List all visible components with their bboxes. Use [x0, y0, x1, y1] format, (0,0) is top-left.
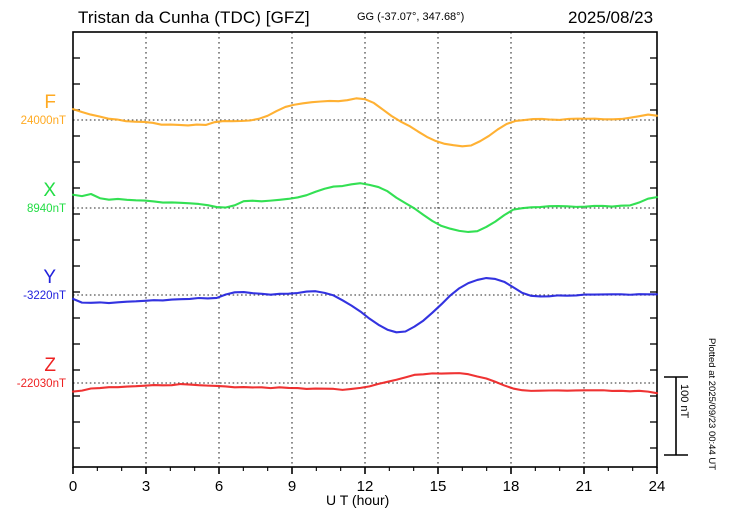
scale-bar-label: 100 nT [678, 384, 690, 419]
observation-date: 2025/08/23 [568, 8, 654, 27]
x-tick-label: 24 [649, 478, 666, 495]
component-baseline-z: -22030nT [17, 378, 66, 390]
page-title: Tristan da Cunha (TDC) [GFZ] [78, 8, 310, 27]
component-symbol-z: Z [44, 355, 56, 376]
component-symbol-y: Y [43, 267, 56, 288]
trace-z [71, 372, 659, 395]
plotted-timestamp: Plotted at 2025/09/23 00:44 UT [706, 338, 717, 471]
trace-y [71, 276, 659, 334]
x-axis-title: U T (hour) [326, 492, 390, 508]
component-symbol-x: X [43, 180, 56, 201]
x-tick-label: 12 [357, 478, 374, 495]
x-tick-label: 15 [430, 478, 447, 495]
x-tick-label: 21 [576, 478, 593, 495]
x-tick-label: 9 [288, 478, 296, 495]
trace-x [71, 182, 659, 234]
component-baseline-f: 24000nT [21, 115, 66, 127]
trace-f [71, 97, 659, 148]
component-baseline-x: 8940nT [27, 203, 66, 215]
component-baseline-y: -3220nT [23, 290, 66, 302]
component-symbol-f: F [44, 92, 56, 113]
geographic-coordinates: GG (-37.07°, 347.68°) [357, 11, 465, 23]
x-tick-label: 3 [142, 478, 150, 495]
x-tick-label: 6 [215, 478, 223, 495]
x-tick-label: 0 [69, 478, 77, 495]
x-tick-label: 18 [503, 478, 520, 495]
